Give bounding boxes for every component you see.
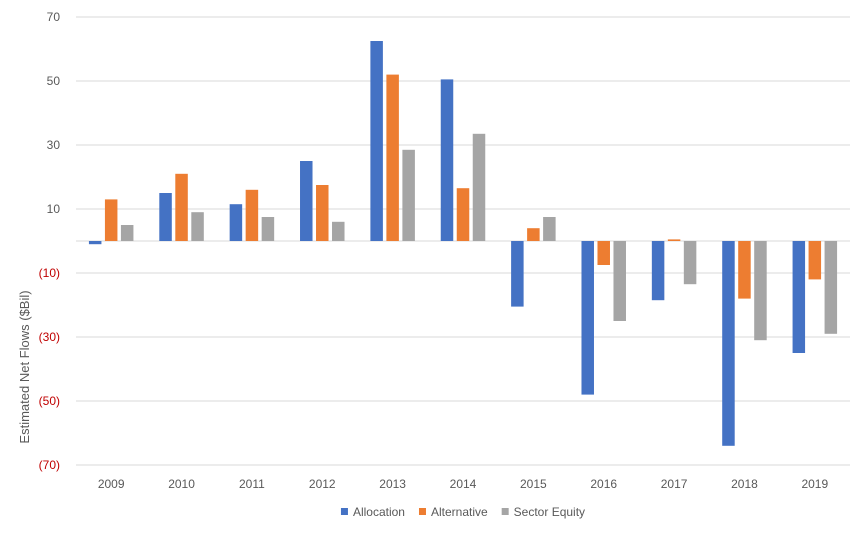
bar-sector-equity [261, 217, 275, 241]
x-tick-label: 2010 [168, 477, 195, 491]
bar-allocation [511, 241, 524, 307]
bar-alternative [316, 185, 329, 241]
x-tick-label: 2009 [98, 477, 125, 491]
x-tick-label: 2018 [731, 477, 758, 491]
y-tick-label: (30) [39, 330, 60, 344]
x-tick-label: 2017 [661, 477, 688, 491]
bar-alternative [738, 241, 751, 299]
y-tick-label: (50) [39, 394, 60, 408]
legend-label: Allocation [353, 505, 405, 519]
bar-sector-equity [683, 241, 697, 285]
y-tick-label: (70) [39, 458, 60, 472]
x-tick-label: 2012 [309, 477, 336, 491]
bar-alternative [386, 74, 399, 241]
y-tick-label: (10) [39, 266, 60, 280]
legend-label: Sector Equity [514, 505, 585, 519]
bar-alternative [527, 228, 540, 241]
x-tick-label: 2015 [520, 477, 547, 491]
bar-allocation [722, 241, 735, 446]
x-tick-label: 2019 [801, 477, 828, 491]
bar-alternative [667, 239, 681, 241]
bar-sector-equity [332, 221, 345, 241]
bar-alternative [597, 241, 610, 265]
bar-allocation [229, 204, 243, 241]
bar-allocation [440, 79, 454, 242]
bar-alternative [104, 199, 118, 241]
bar-alternative [175, 173, 188, 241]
bar-allocation [300, 161, 313, 241]
y-axis-tick-labels: 70 50 30 10 (10) (30) (50) (70) [39, 10, 61, 472]
bar-alternative [808, 241, 822, 280]
bar-alternative [456, 188, 470, 241]
bar-allocation [651, 241, 665, 301]
y-axis-title: Estimated Net Flows ($Bil) [17, 290, 32, 443]
bar-sector-equity [824, 241, 838, 334]
legend-swatch [340, 508, 348, 515]
y-tick-label: 30 [47, 138, 61, 152]
x-tick-label: 2016 [590, 477, 617, 491]
bar-allocation [88, 241, 102, 245]
bar-sector-equity [402, 149, 415, 241]
bar-sector-equity [191, 212, 204, 241]
bars [88, 41, 838, 446]
y-tick-label: 50 [47, 74, 61, 88]
legend: Allocation Alternative Sector Equity [340, 505, 585, 519]
y-tick-label: 10 [47, 202, 61, 216]
legend-label: Alternative [431, 505, 488, 519]
bar-sector-equity [754, 241, 767, 341]
bar-alternative [245, 189, 259, 241]
x-tick-label: 2013 [379, 477, 406, 491]
bar-sector-equity [472, 133, 486, 241]
bar-allocation [370, 41, 383, 241]
legend-swatch [501, 508, 509, 515]
bar-allocation [792, 241, 806, 353]
x-axis-tick-labels: 2009 2010 2011 2012 2013 2014 2015 2016 2017 2018… [98, 477, 829, 491]
bar-allocation [159, 193, 172, 241]
y-tick-label: 70 [47, 10, 61, 24]
x-tick-label: 2014 [450, 477, 477, 491]
bar-sector-equity [613, 241, 626, 321]
legend-swatch [418, 508, 426, 515]
x-tick-label: 2011 [239, 477, 265, 491]
bar-sector-equity [543, 217, 556, 241]
bar-sector-equity [120, 225, 134, 241]
bar-allocation [581, 241, 594, 395]
